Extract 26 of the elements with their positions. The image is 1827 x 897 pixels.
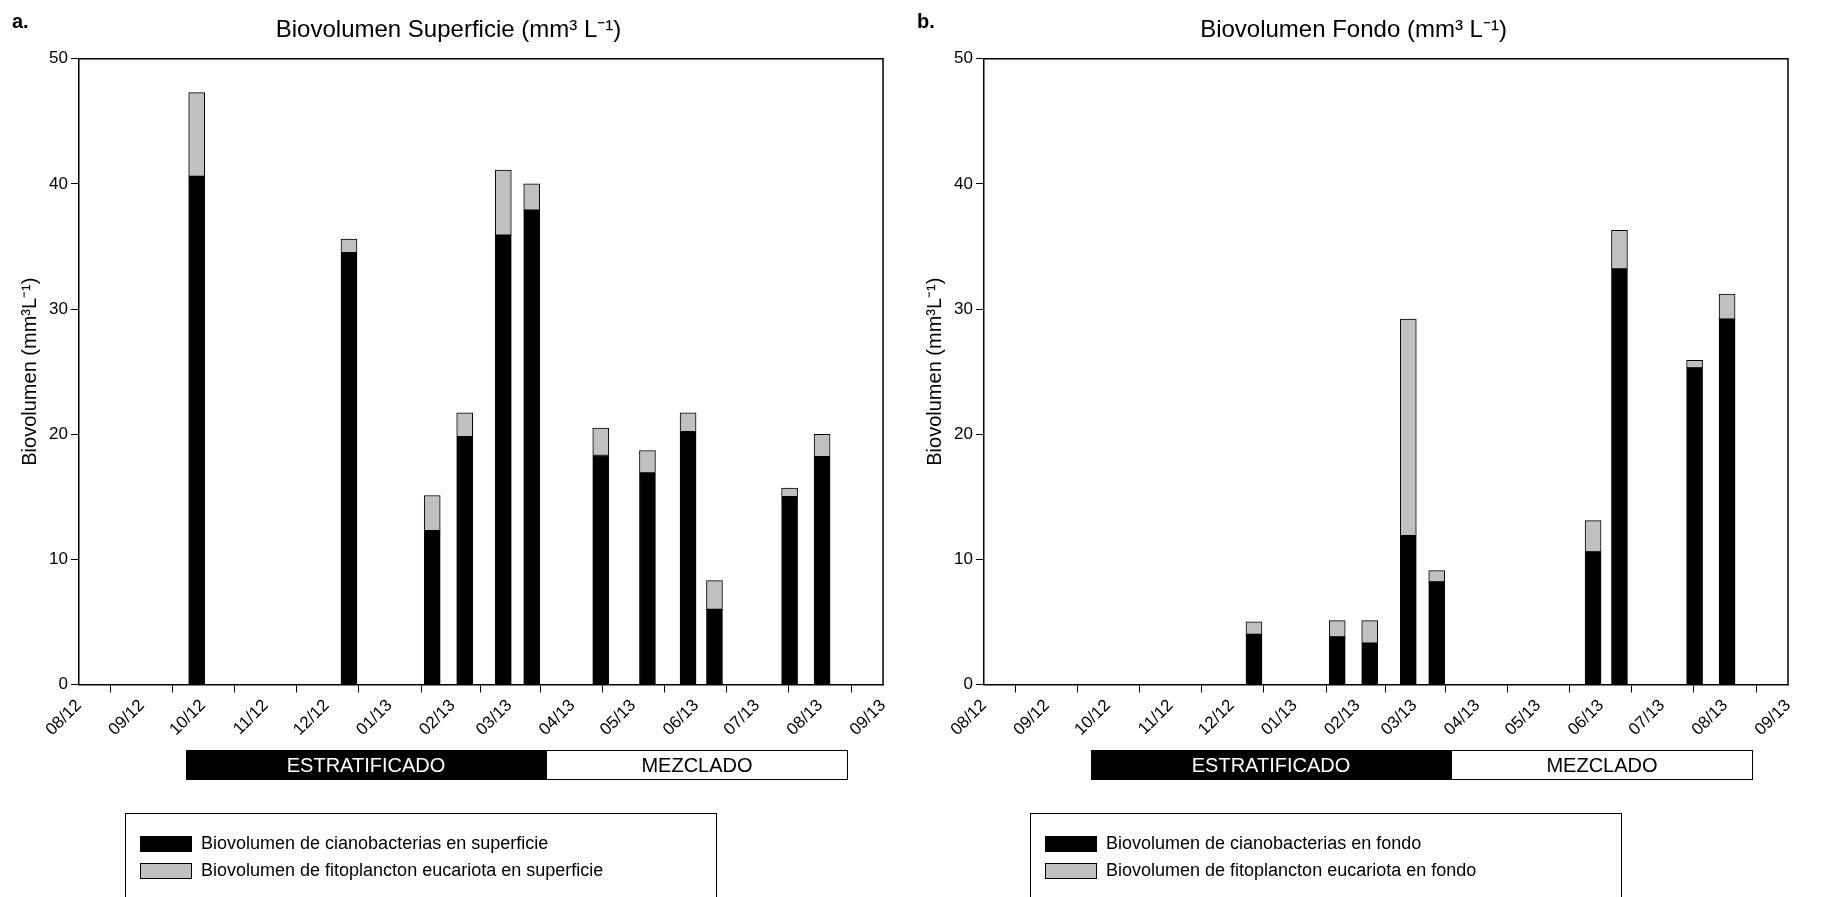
text: ESTRATIFICADO: [1091, 750, 1451, 780]
text: MEZCLADO: [1451, 750, 1753, 780]
y-tick-label: 50: [48, 48, 68, 68]
text: a.: [12, 10, 29, 33]
legend-label: Biovolumen de fitoplancton eucariota en fondo: [1106, 860, 1477, 881]
y-axis-title: Biovolumen (mm³L⁻¹): [17, 277, 40, 466]
y-tick-label: 20: [48, 423, 68, 443]
y-tick-label: 0: [58, 674, 68, 694]
text: b.: [917, 10, 935, 33]
y-axis-title: Biovolumen (mm³L⁻¹): [922, 277, 945, 466]
y-tick-label: 40: [953, 173, 973, 193]
chart-title: Biovolumen Fondo (mm³ L⁻¹): [1200, 15, 1507, 43]
y-tick-label: 0: [963, 674, 973, 694]
legend-label: Biovolumen de cianobacterias en superficie: [201, 833, 549, 854]
y-tick-label: 50: [953, 48, 973, 68]
y-tick-label: 30: [48, 298, 68, 318]
text: ESTRATIFICADO: [186, 750, 546, 780]
legend-label: Biovolumen de fitoplancton eucariota en superficie: [201, 860, 604, 881]
y-tick-label: 30: [953, 298, 973, 318]
y-tick-label: 10: [48, 549, 68, 569]
legend-label: Biovolumen de cianobacterias en fondo: [1106, 833, 1422, 854]
chart-title: Biovolumen Superficie (mm³ L⁻¹): [275, 15, 622, 43]
y-tick-label: 40: [48, 173, 68, 193]
y-tick-label: 10: [953, 549, 973, 569]
text: MEZCLADO: [546, 750, 848, 780]
y-tick-label: 20: [953, 423, 973, 443]
